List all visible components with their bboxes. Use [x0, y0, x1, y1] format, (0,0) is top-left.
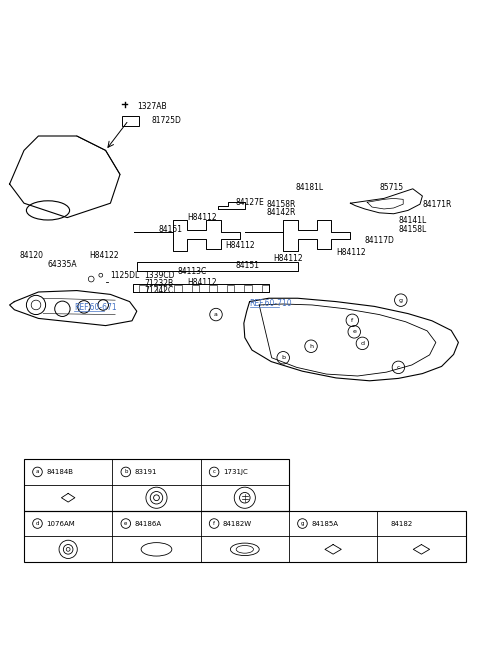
- Text: f: f: [351, 318, 353, 323]
- Text: a: a: [36, 470, 39, 474]
- Text: g: g: [399, 298, 403, 302]
- Bar: [262, 285, 269, 291]
- Text: REF.60-671: REF.60-671: [74, 303, 117, 312]
- Bar: [227, 285, 234, 291]
- Text: 84142R: 84142R: [266, 209, 296, 217]
- Bar: [156, 285, 164, 291]
- Text: 85715: 85715: [379, 183, 403, 192]
- Text: H84112: H84112: [274, 254, 303, 263]
- Text: 83191: 83191: [134, 469, 157, 475]
- Text: f: f: [213, 521, 215, 526]
- Text: d: d: [360, 341, 364, 346]
- Text: 84182W: 84182W: [223, 521, 252, 527]
- Text: H84122: H84122: [89, 251, 119, 260]
- Text: H84112: H84112: [187, 278, 217, 287]
- Text: H84112: H84112: [187, 213, 217, 222]
- Text: 84151: 84151: [235, 261, 259, 270]
- Text: 84182: 84182: [391, 521, 413, 527]
- Text: 1076AM: 1076AM: [46, 521, 75, 527]
- Text: e: e: [124, 521, 128, 526]
- Text: b: b: [124, 470, 128, 474]
- Text: 81725D: 81725D: [151, 116, 181, 125]
- Text: e: e: [352, 329, 356, 335]
- Text: 84181L: 84181L: [295, 183, 324, 192]
- Bar: [192, 285, 199, 291]
- Text: b: b: [281, 356, 285, 360]
- Text: 84120: 84120: [19, 251, 43, 260]
- Text: 64335A: 64335A: [48, 260, 78, 269]
- Bar: [139, 285, 147, 291]
- Text: REF.60-710: REF.60-710: [250, 300, 292, 308]
- Text: h: h: [309, 344, 313, 349]
- Text: d: d: [36, 521, 39, 526]
- Text: 84185A: 84185A: [311, 521, 338, 527]
- Text: 1731JC: 1731JC: [223, 469, 248, 475]
- Text: H84112: H84112: [336, 248, 366, 256]
- Text: c: c: [396, 365, 400, 370]
- Text: 84117D: 84117D: [365, 236, 395, 245]
- FancyBboxPatch shape: [122, 116, 139, 127]
- Text: 84171R: 84171R: [422, 200, 452, 209]
- Text: 71232B: 71232B: [144, 279, 173, 288]
- Bar: [174, 285, 182, 291]
- Bar: [209, 285, 217, 291]
- Text: 84151: 84151: [158, 225, 182, 234]
- Text: a: a: [214, 312, 218, 317]
- Text: g: g: [300, 521, 304, 526]
- Text: 84141L: 84141L: [398, 216, 427, 226]
- Text: 84127E: 84127E: [235, 197, 264, 207]
- Text: 1125DL: 1125DL: [110, 271, 140, 279]
- Text: 71242C: 71242C: [144, 286, 173, 295]
- Text: 84158R: 84158R: [266, 200, 296, 209]
- Text: 1327AB: 1327AB: [137, 102, 167, 111]
- Text: 84113C: 84113C: [178, 267, 207, 276]
- Text: H84112: H84112: [226, 241, 255, 250]
- Text: 84158L: 84158L: [398, 224, 427, 234]
- Text: 84184B: 84184B: [46, 469, 73, 475]
- Text: 1339CD: 1339CD: [144, 271, 175, 279]
- Text: 84186A: 84186A: [134, 521, 162, 527]
- Text: c: c: [213, 470, 216, 474]
- Bar: [244, 285, 252, 291]
